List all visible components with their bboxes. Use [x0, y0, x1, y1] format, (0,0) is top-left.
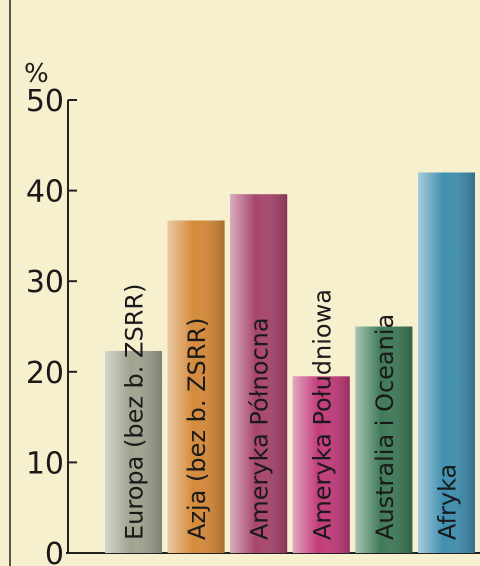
bar-shading-1	[167, 220, 225, 554]
y-tick-label: 50	[26, 84, 64, 119]
bars-group	[105, 172, 475, 554]
y-tick-label: 40	[26, 175, 64, 210]
bar-shading-4	[355, 326, 413, 553]
y-tick-label: 10	[26, 446, 64, 481]
bar-category-label: Ameryka Południowa	[308, 289, 336, 540]
y-axis-unit-label: %	[24, 59, 49, 89]
y-tick-label: 30	[26, 265, 64, 300]
y-ticks-group: 0 10 20 30 40 50	[26, 84, 77, 566]
bar-shading-3	[292, 376, 350, 553]
bar-labels-group: Europa (bez b. ZSRR) Azja (bez b. ZSRR) Am…	[121, 284, 462, 540]
bar-shading-0	[105, 350, 162, 553]
y-tick-label: 0	[45, 537, 64, 566]
bar-category-label: Europa (bez b. ZSRR)	[121, 284, 149, 540]
bar-category-label: Australia i Oceania	[371, 314, 399, 540]
y-tick-label: 20	[26, 356, 64, 391]
bar-shading-5	[418, 172, 475, 554]
bar-category-label: Afryka	[434, 464, 462, 540]
bar-category-label: Ameryka Północna	[246, 317, 274, 540]
bar-category-label: Azja (bez b. ZSRR)	[183, 318, 211, 541]
bar-shading-2	[230, 194, 288, 553]
